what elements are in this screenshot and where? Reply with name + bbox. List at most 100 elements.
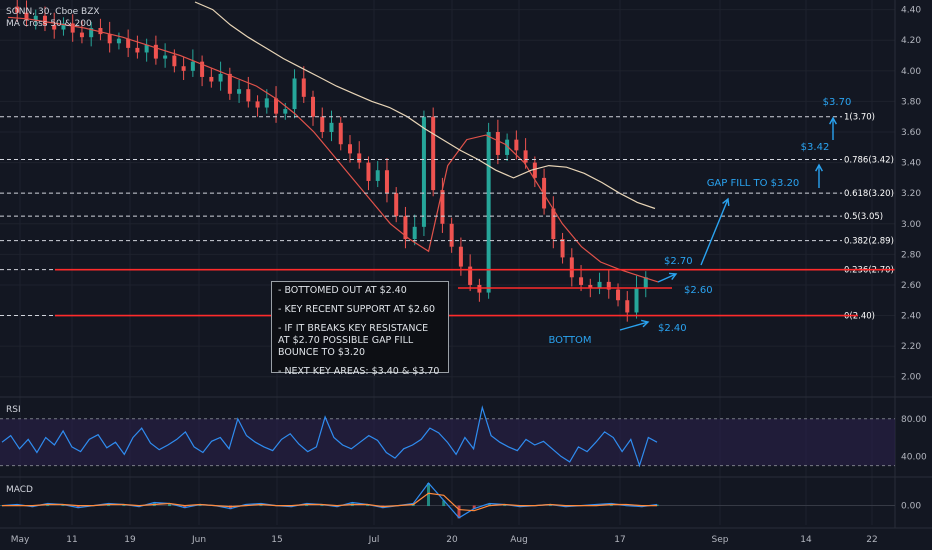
arrow-head xyxy=(815,163,823,172)
candle-body xyxy=(431,116,436,191)
candle-body xyxy=(320,116,325,132)
macd-histogram-bar xyxy=(442,500,446,507)
candle-body xyxy=(52,24,57,30)
note-item: - BOTTOMED OUT AT $2.40 xyxy=(278,285,407,296)
candle-body xyxy=(532,162,537,178)
candle-body xyxy=(625,300,630,313)
arrow-head xyxy=(668,272,678,280)
fib-label: 0.236(2.70) xyxy=(844,266,894,276)
candle-body xyxy=(384,170,389,194)
levels: 1(3.70) 0.786(3.42) 0.618(3.20) 0.5(3.05) 0.… xyxy=(0,113,895,322)
x-tick-label: 20 xyxy=(446,535,458,545)
candle-body xyxy=(15,6,20,13)
candle-body xyxy=(458,246,463,267)
fib-label: 1(3.70) xyxy=(844,113,875,123)
note-item: - KEY RECENT SUPPORT AT $2.60 xyxy=(278,304,436,315)
candle-body xyxy=(403,216,408,240)
candle-body xyxy=(412,226,417,240)
annotation-label: $2.40 xyxy=(658,323,687,334)
note-item: - NEXT KEY AREAS: $3.40 & $3.70 xyxy=(278,366,440,377)
macd-histogram-bar xyxy=(503,504,507,507)
candle-body xyxy=(486,132,491,293)
candle-body xyxy=(523,150,528,163)
candle-body xyxy=(551,208,556,240)
y-tick-label: 2.00 xyxy=(901,373,921,383)
candle-body xyxy=(163,55,168,59)
macd-tick-label: 0.00 xyxy=(901,502,921,512)
y-tick-label: 3.80 xyxy=(901,97,921,107)
candle-body xyxy=(468,266,473,285)
candle-body xyxy=(153,44,158,59)
ma-line xyxy=(194,1,656,210)
arrow-head xyxy=(722,197,730,207)
rsi-pane xyxy=(0,405,895,468)
macd-histogram-bar xyxy=(61,504,65,507)
candle-body xyxy=(227,73,232,94)
candle-body xyxy=(366,162,371,181)
fib-label: 0.786(3.42) xyxy=(844,156,894,166)
candle-body xyxy=(255,101,260,108)
indicator-line[interactable]: MA Cross 50 & 200 xyxy=(6,19,92,29)
annotation-label: $2.60 xyxy=(684,285,713,296)
moving-averages xyxy=(7,1,659,283)
x-tick-label: 14 xyxy=(800,535,812,545)
y-tick-label: 2.80 xyxy=(901,250,921,260)
candle-body xyxy=(329,122,334,132)
candle-body xyxy=(79,32,84,38)
x-tick-label: 11 xyxy=(66,535,77,545)
candle-body xyxy=(616,289,621,301)
y-tick-label: 2.20 xyxy=(901,342,921,352)
y-tick-label: 4.40 xyxy=(901,6,921,16)
rsi-label[interactable]: RSI xyxy=(6,405,21,415)
fib-label: 0.382(2.89) xyxy=(844,237,894,247)
x-tick-label: May xyxy=(11,535,30,545)
candle-body xyxy=(246,89,251,102)
candle-body xyxy=(375,170,380,181)
y-tick-label: 3.40 xyxy=(901,159,921,169)
annotation-label: $3.70 xyxy=(823,97,852,108)
candle-body xyxy=(218,73,223,82)
macd-label[interactable]: MACD xyxy=(6,485,33,495)
macd-histogram-bar xyxy=(198,504,202,507)
y-tick-label: 3.60 xyxy=(901,128,921,138)
macd-histogram-bar xyxy=(472,505,476,510)
arrow-head xyxy=(641,319,650,328)
candle-body xyxy=(237,89,242,94)
analysis-notes: - BOTTOMED OUT AT $2.40 - KEY RECENT SUP… xyxy=(271,281,449,377)
macd-histogram-bar xyxy=(183,505,187,509)
note-item: - IF IT BREAKS KEY RESISTANCE AT $2.70 P… xyxy=(278,323,429,358)
arrow xyxy=(619,321,649,331)
candle-body xyxy=(116,38,121,44)
candle-body xyxy=(357,153,362,163)
y-tick-label: 2.40 xyxy=(901,312,921,322)
symbol-line[interactable]: SONN, 30, Cboe BZX xyxy=(6,7,100,17)
fib-label: 0.618(3.20) xyxy=(844,189,894,199)
x-tick-label: Jun xyxy=(191,535,206,545)
macd-pane xyxy=(0,482,895,519)
x-tick-label: Sep xyxy=(712,535,729,545)
candle-body xyxy=(200,61,205,77)
candle-body xyxy=(70,23,75,33)
arrow-head xyxy=(829,116,837,125)
macd-histogram-bar xyxy=(320,504,324,507)
candle-body xyxy=(560,239,565,258)
candle-body xyxy=(449,223,454,247)
candle-body xyxy=(394,193,399,217)
candle-body xyxy=(209,76,214,82)
candle-body xyxy=(292,78,297,110)
candle-body xyxy=(347,144,352,154)
y-tick-label: 3.20 xyxy=(901,189,921,199)
candle-body xyxy=(24,12,29,21)
candle-body xyxy=(283,109,288,114)
candle-body xyxy=(643,277,648,288)
candle-body xyxy=(126,38,131,48)
candle-body xyxy=(144,44,149,53)
y-tick-label: 4.00 xyxy=(901,67,921,77)
candles xyxy=(15,0,648,322)
candle-body xyxy=(588,284,593,288)
macd-histogram-bar xyxy=(427,483,431,507)
y-tick-label: 3.00 xyxy=(901,220,921,230)
candle-body xyxy=(514,139,519,151)
